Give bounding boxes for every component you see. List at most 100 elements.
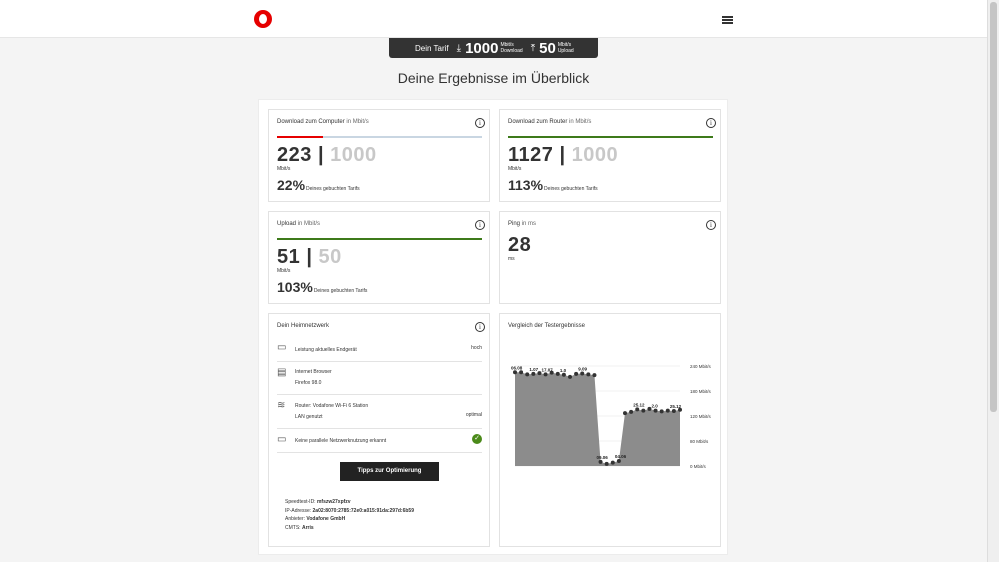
progress-fill xyxy=(508,136,713,138)
data-point xyxy=(647,406,652,411)
data-point xyxy=(641,408,646,413)
data-label: 25.12 xyxy=(670,404,682,409)
vodafone-logo[interactable] xyxy=(254,10,272,28)
scrollbar[interactable] xyxy=(987,0,999,562)
info-icon[interactable]: i xyxy=(475,322,485,332)
data-point xyxy=(543,372,548,377)
tarif-banner: Dein Tarif ⤓ 1000 Mbit/s Download ⤒ 50 M… xyxy=(389,38,598,58)
data-point xyxy=(665,408,670,413)
tarif-download-label: Download xyxy=(500,48,523,54)
data-label: 1.0 xyxy=(560,368,567,373)
scrollbar-thumb[interactable] xyxy=(990,2,997,412)
card-unit-suffix: in Mbit/s xyxy=(346,119,369,125)
data-point xyxy=(610,460,615,465)
max-value: 50 xyxy=(318,246,342,268)
page-title: Deine Ergebnisse im Überblick xyxy=(397,70,590,86)
card-title: Download zum Computer xyxy=(277,119,345,125)
data-point xyxy=(629,409,634,414)
data-label: 9.09 xyxy=(578,367,587,372)
card-unit-suffix: in ms xyxy=(521,221,537,227)
tarif-download-value: 1000 xyxy=(465,39,499,57)
y-tick-label: 240 Mbit/s xyxy=(690,364,712,369)
card-title: Upload xyxy=(277,221,297,227)
card-upload: Upload in Mbit/s i 51 | 50 Mbit/s 103% De… xyxy=(268,211,490,304)
menu-icon[interactable] xyxy=(722,16,733,24)
data-point xyxy=(537,371,542,376)
data-point xyxy=(653,408,658,413)
progress-bar xyxy=(277,238,482,240)
data-label: 1.07 xyxy=(529,367,538,372)
data-point xyxy=(598,459,603,464)
data-point xyxy=(616,459,621,463)
data-label: 17.07 xyxy=(542,367,554,372)
y-tick-label: 180 Mbit/s xyxy=(690,389,712,394)
data-label: 2.0 xyxy=(652,404,659,409)
results-container: Download zum Computer in Mbit/s i 223 | … xyxy=(258,99,728,555)
progress-fill xyxy=(277,136,323,138)
upload-icon: ⤒ xyxy=(530,42,536,54)
info-icon[interactable]: i xyxy=(706,220,716,230)
progress-bar xyxy=(277,136,482,138)
card-download-computer: Download zum Computer in Mbit/s i 223 | … xyxy=(268,109,490,202)
percent-label: Deines gebuchten Tarifs xyxy=(306,186,360,192)
top-bar xyxy=(0,0,987,38)
data-point xyxy=(678,407,682,412)
info-icon[interactable]: i xyxy=(706,118,716,128)
tips-optimization-button[interactable]: Tipps zur Optimierung xyxy=(340,462,439,481)
percent-value: 22% xyxy=(277,177,306,193)
percent-label: Deines gebuchten Tarifs xyxy=(313,288,368,294)
data-point xyxy=(561,372,566,377)
progress-fill xyxy=(277,238,482,240)
hn-row-device: ▭ Leistung aktuelles Endgerät hoch xyxy=(277,340,482,362)
tarif-upload-value: 50 xyxy=(539,39,556,57)
data-point xyxy=(659,409,664,414)
card-ping: Ping in ms i 28 ms xyxy=(499,211,721,304)
provider: Vodafone GmbH xyxy=(306,516,346,522)
status-text: optimal xyxy=(465,412,482,418)
value-unit: Mbit/s xyxy=(508,166,522,172)
tarif-upload-unit: Mbit/s xyxy=(557,42,572,48)
measured-value: 51 xyxy=(277,246,301,268)
data-point xyxy=(549,370,554,375)
area-series xyxy=(515,372,680,466)
laptop-icon: ▭ xyxy=(277,342,287,353)
ip-address: 2a02:8070:2785:72e0:a015:91da:297d:6b59 xyxy=(312,507,414,514)
info-icon[interactable]: i xyxy=(475,220,485,230)
data-point xyxy=(635,407,640,412)
data-point xyxy=(604,461,609,466)
tarif-label: Dein Tarif xyxy=(415,43,449,53)
ping-value: 28 xyxy=(508,234,532,256)
card-title: Ping xyxy=(508,221,521,227)
data-point xyxy=(592,373,597,378)
percent-value: 103% xyxy=(277,279,313,295)
card-title: Download zum Router xyxy=(508,119,568,125)
data-point xyxy=(671,409,676,413)
check-icon: ✓ xyxy=(472,434,482,444)
tarif-upload-label: Upload xyxy=(557,48,574,54)
download-icon: ⤓ xyxy=(456,42,462,54)
max-value: 1000 xyxy=(571,144,619,166)
hn-row-router: ≋ Router: Vodafone Wi-Fi 6 Station LAN g… xyxy=(277,395,482,429)
value-unit: Mbit/s xyxy=(277,268,291,274)
cmts: Arris xyxy=(301,524,314,531)
comparison-chart: 240 Mbit/s 180 Mbit/s 120 Mbit/s 80 Mbit/s 0… xyxy=(511,364,712,469)
card-unit-suffix: in Mbit/s xyxy=(297,221,321,227)
info-icon[interactable]: i xyxy=(475,118,485,128)
data-label: 06.08 xyxy=(511,365,523,370)
browser-icon: ▤ xyxy=(277,367,287,378)
speedtest-id: mfszw27xpfzv xyxy=(316,499,351,505)
chart-title: Vergleich der Testergebnisse xyxy=(508,323,585,329)
router-icon: ≋ xyxy=(277,400,286,411)
ping-unit: ms xyxy=(508,256,515,262)
y-tick-label: 120 Mbit/s xyxy=(690,414,712,419)
data-point xyxy=(555,371,560,376)
data-point xyxy=(623,411,627,416)
data-point xyxy=(586,372,591,377)
data-point xyxy=(568,374,572,379)
card-download-router: Download zum Router in Mbit/s i 1127 | 1… xyxy=(499,109,721,202)
y-tick-label: 80 Mbit/s xyxy=(690,439,709,444)
card-unit-suffix: in Mbit/s xyxy=(569,119,592,125)
data-point xyxy=(574,371,579,376)
data-point xyxy=(531,371,536,376)
speedtest-meta: Speedtest-ID: mfszw27xpfzv IP-Adresse: 2… xyxy=(285,499,414,531)
